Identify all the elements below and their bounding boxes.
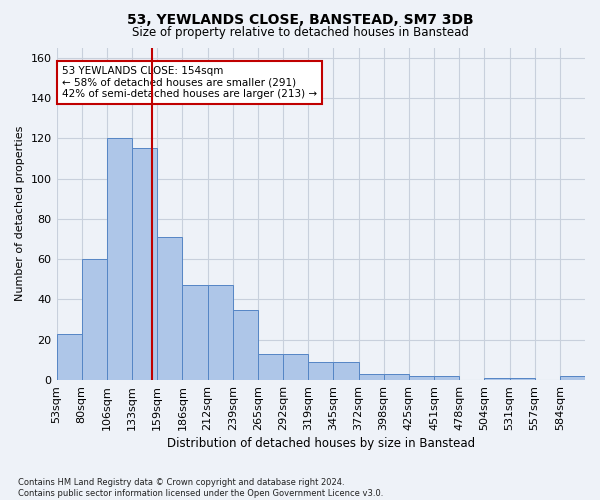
- Bar: [208, 286, 233, 380]
- Bar: [283, 354, 308, 380]
- Bar: [334, 362, 359, 380]
- Bar: [82, 259, 107, 380]
- X-axis label: Distribution of detached houses by size in Banstead: Distribution of detached houses by size …: [167, 437, 475, 450]
- Bar: [182, 286, 208, 380]
- Bar: [359, 374, 383, 380]
- Bar: [509, 378, 535, 380]
- Text: Size of property relative to detached houses in Banstead: Size of property relative to detached ho…: [131, 26, 469, 39]
- Bar: [157, 237, 182, 380]
- Bar: [107, 138, 132, 380]
- Text: 53, YEWLANDS CLOSE, BANSTEAD, SM7 3DB: 53, YEWLANDS CLOSE, BANSTEAD, SM7 3DB: [127, 12, 473, 26]
- Bar: [132, 148, 157, 380]
- Bar: [258, 354, 283, 380]
- Bar: [233, 310, 258, 380]
- Text: 53 YEWLANDS CLOSE: 154sqm
← 58% of detached houses are smaller (291)
42% of semi: 53 YEWLANDS CLOSE: 154sqm ← 58% of detac…: [62, 66, 317, 99]
- Bar: [308, 362, 334, 380]
- Bar: [409, 376, 434, 380]
- Bar: [434, 376, 459, 380]
- Bar: [383, 374, 409, 380]
- Bar: [56, 334, 82, 380]
- Bar: [484, 378, 509, 380]
- Y-axis label: Number of detached properties: Number of detached properties: [15, 126, 25, 302]
- Text: Contains HM Land Registry data © Crown copyright and database right 2024.
Contai: Contains HM Land Registry data © Crown c…: [18, 478, 383, 498]
- Bar: [560, 376, 585, 380]
